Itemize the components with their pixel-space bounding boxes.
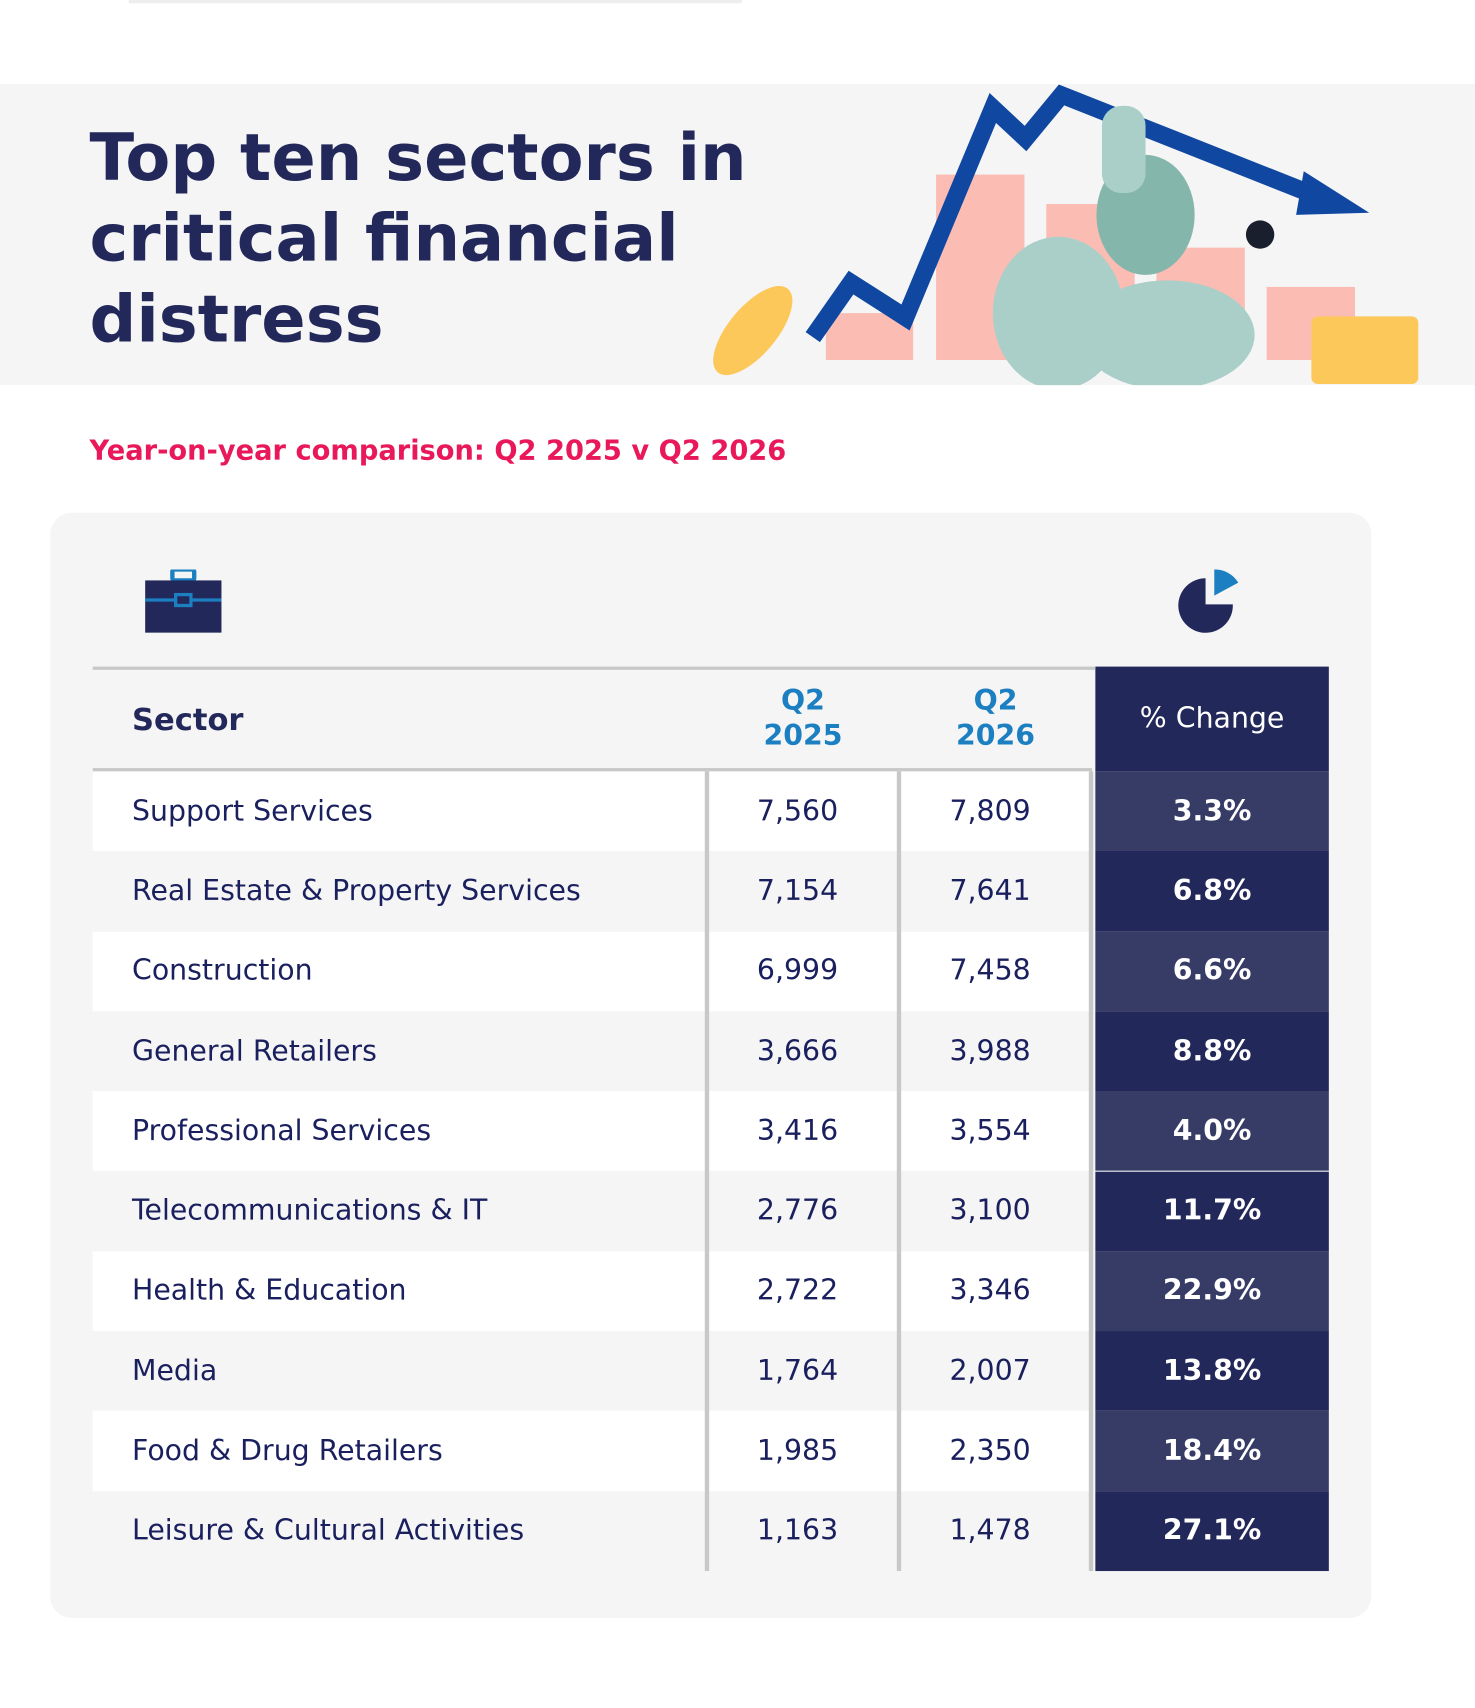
sector-cell: Professional Services (132, 1114, 432, 1148)
change-cell: 13.8% (1162, 1354, 1262, 1388)
row-bg (92, 771, 1093, 852)
row-bg (92, 1331, 1093, 1412)
change-bg (1095, 1251, 1329, 1332)
column-rule (1088, 771, 1094, 1572)
header-bottom-rule (92, 768, 1093, 773)
value-cell: 7,154 (756, 874, 839, 908)
column-header: Q2 2025 (763, 685, 843, 753)
change-cell: 18.4% (1162, 1434, 1262, 1468)
change-cell: 6.8% (1172, 874, 1252, 908)
change-cell: 3.3% (1172, 794, 1252, 828)
value-cell: 3,554 (949, 1114, 1031, 1148)
row-bg (92, 1251, 1093, 1332)
header-change-bg (1095, 666, 1329, 772)
value-cell: 2,776 (756, 1194, 839, 1228)
change-bg (1095, 1171, 1329, 1252)
value-cell: 3,346 (949, 1274, 1031, 1308)
change-bg (1095, 1491, 1329, 1572)
row-bg (92, 1411, 1093, 1492)
change-cell: 8.8% (1172, 1034, 1252, 1068)
change-bg (1095, 771, 1329, 852)
change-cell: 27.1% (1162, 1514, 1262, 1548)
value-cell: 2,350 (949, 1434, 1031, 1468)
change-cell: 6.6% (1172, 954, 1252, 988)
change-bg (1095, 1091, 1329, 1172)
value-cell: 7,458 (949, 954, 1031, 988)
value-cell: 2,007 (949, 1354, 1031, 1388)
row-bg (92, 1491, 1093, 1572)
row-bg (92, 1171, 1093, 1252)
column-header: % Change (1139, 702, 1285, 736)
title: Top ten sectors in critical financial di… (89, 120, 747, 358)
sector-cell: Leisure & Cultural Activities (132, 1514, 525, 1548)
value-cell: 1,985 (756, 1434, 839, 1468)
column-header: Sector (132, 700, 244, 737)
sector-cell: Real Estate & Property Services (132, 874, 581, 908)
change-cell: 22.9% (1162, 1274, 1262, 1308)
value-cell: 3,666 (756, 1034, 839, 1068)
value-cell: 2,722 (756, 1274, 839, 1308)
column-header: Q2 2026 (956, 685, 1036, 753)
value-cell: 3,416 (756, 1114, 839, 1148)
briefcase-icon (145, 569, 222, 633)
row-bg (92, 1011, 1093, 1092)
subtitle: Year-on-year comparison: Q2 2025 v Q2 20… (89, 434, 787, 466)
value-cell: 3,100 (949, 1194, 1031, 1228)
change-bg (1095, 1011, 1329, 1092)
value-cell: 7,809 (949, 794, 1031, 828)
row-bg (92, 1091, 1093, 1172)
value-cell: 7,641 (949, 874, 1031, 908)
change-cell: 4.0% (1172, 1114, 1252, 1148)
sector-cell: Food & Drug Retailers (132, 1434, 443, 1468)
column-rule (704, 771, 710, 1572)
header-top-rule (92, 666, 1096, 670)
column-rule (896, 771, 902, 1572)
sector-cell: Media (132, 1354, 218, 1388)
change-cell: 11.7% (1162, 1194, 1262, 1228)
sector-cell: Support Services (132, 794, 373, 828)
row-bg (92, 851, 1093, 932)
change-bg (1095, 851, 1329, 932)
sector-cell: Construction (132, 954, 313, 988)
change-bg (1095, 931, 1329, 1012)
change-bg (1095, 1331, 1329, 1412)
value-cell: 3,988 (949, 1034, 1031, 1068)
top-rule (128, 0, 742, 4)
value-cell: 7,560 (756, 794, 839, 828)
value-cell: 6,999 (756, 954, 839, 988)
value-cell: 1,478 (949, 1514, 1031, 1548)
illustration (713, 84, 1419, 386)
value-cell: 1,764 (756, 1354, 839, 1388)
sector-cell: General Retailers (132, 1034, 377, 1068)
sector-cell: Telecommunications & IT (132, 1194, 488, 1228)
value-cell: 1,163 (756, 1514, 839, 1548)
sector-cell: Health & Education (132, 1274, 407, 1308)
pie-icon (1178, 569, 1239, 633)
row-bg (92, 931, 1093, 1012)
change-bg (1095, 1411, 1329, 1492)
